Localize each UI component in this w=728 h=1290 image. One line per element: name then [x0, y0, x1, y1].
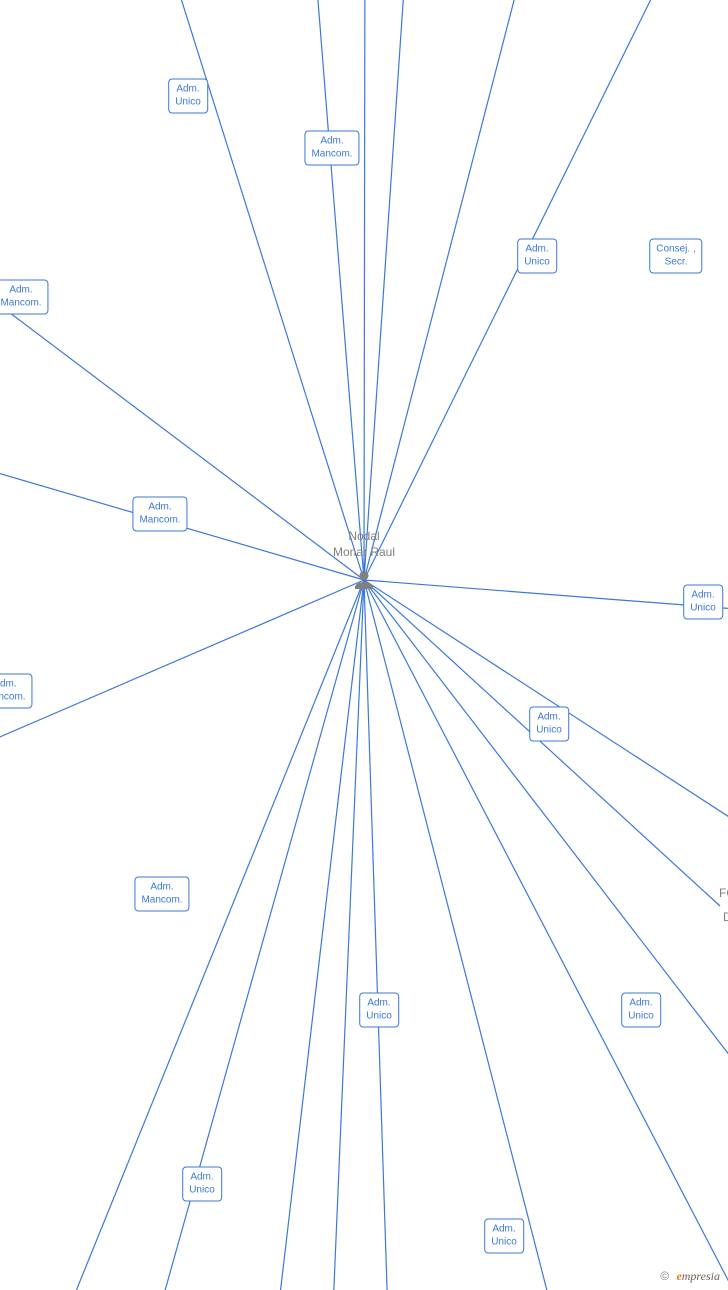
edge-line — [364, 580, 728, 1108]
edge-line — [140, 580, 364, 1290]
edge-label[interactable]: Adm. Mancom. — [134, 877, 189, 912]
edge-line — [364, 0, 365, 580]
center-name-line2: Monar Raul — [333, 544, 395, 560]
edge-label[interactable]: Adm. Mancom. — [304, 131, 359, 166]
edge-label[interactable]: Adm. Unico — [359, 993, 399, 1028]
edge-line — [364, 580, 570, 1290]
brand-rest: mpresia — [682, 1269, 720, 1283]
watermark: © empresia — [660, 1269, 720, 1284]
edge-label[interactable]: Adm. Unico — [484, 1219, 524, 1254]
edge-label[interactable]: Consej. , Secr. — [649, 239, 702, 274]
edge-line — [364, 580, 720, 906]
edge-line — [364, 580, 728, 614]
edge-label[interactable]: Adm. Unico — [683, 585, 723, 620]
edge-line — [364, 0, 700, 580]
edge-label[interactable]: Adm. Unico — [621, 993, 661, 1028]
edge-label[interactable]: Adm. Unico — [168, 79, 208, 114]
edge-label[interactable]: Adm. Mancom. — [132, 497, 187, 532]
edge-label[interactable]: Adm. Unico — [529, 707, 569, 742]
edge-line — [364, 580, 728, 1290]
edge-line — [0, 580, 364, 780]
network-canvas — [0, 0, 728, 1290]
edge-line — [364, 0, 540, 580]
edge-label[interactable]: Adm. Mancom. — [0, 674, 33, 709]
person-icon — [352, 568, 376, 592]
edge-label[interactable]: Adm. Unico — [182, 1167, 222, 1202]
edge-line — [364, 580, 390, 1290]
center-node-name: Nodal Monar Raul — [333, 529, 395, 560]
edge-line — [270, 580, 364, 1290]
edge-line — [330, 580, 364, 1290]
center-name-line1: Nodal — [333, 529, 395, 545]
edge-label[interactable]: Adm. Unico — [517, 239, 557, 274]
truncated-text: D — [723, 910, 728, 924]
truncated-text: FO — [719, 886, 728, 900]
copyright-symbol: © — [660, 1269, 669, 1283]
edge-label[interactable]: Adm. Mancom. — [0, 280, 49, 315]
